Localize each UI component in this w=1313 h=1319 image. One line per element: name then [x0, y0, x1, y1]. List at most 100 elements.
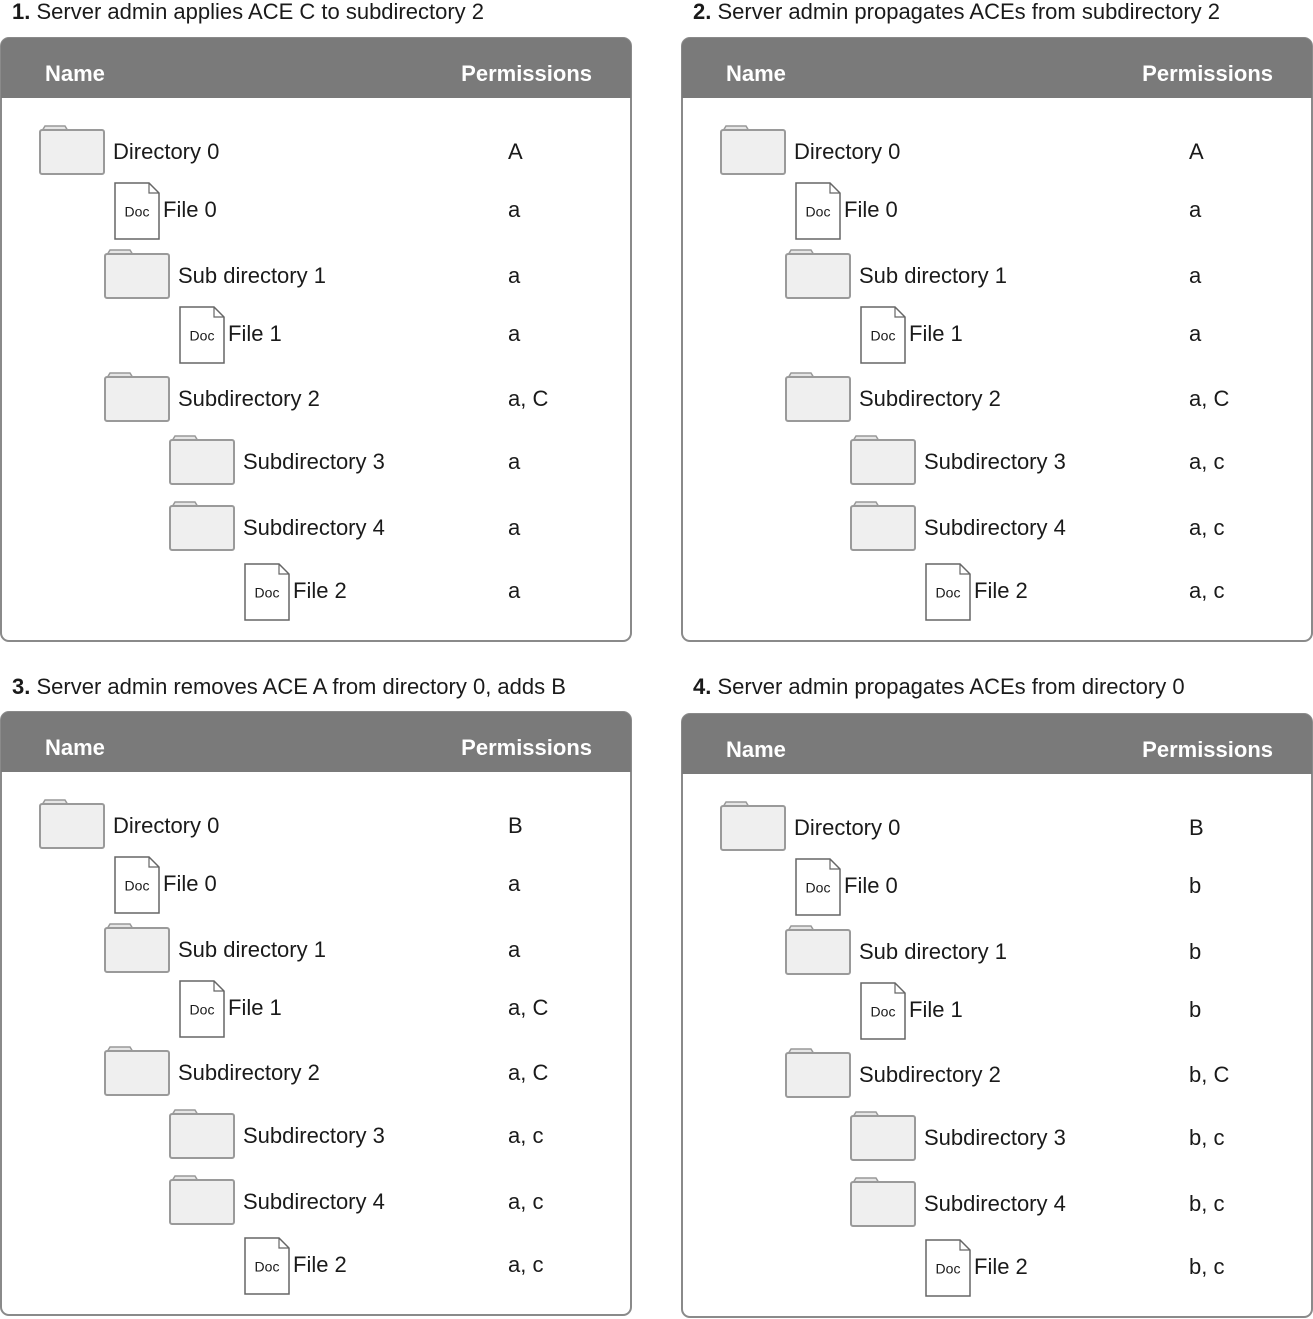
document-icon: Doc [795, 182, 841, 240]
item-name: File 0 [163, 871, 217, 896]
document-fold [959, 564, 970, 575]
folder-icon [169, 435, 235, 485]
panel-title-text: Server admin applies ACE C to subdirecto… [30, 0, 484, 24]
item-name: File 2 [974, 1254, 1028, 1279]
item-name: File 0 [163, 197, 217, 222]
folder-body [850, 439, 916, 485]
document-page [795, 858, 841, 916]
item-name: Subdirectory 4 [924, 515, 1066, 540]
panel-title: 1. Server admin applies ACE C to subdire… [12, 0, 484, 24]
folder-icon [785, 1048, 851, 1098]
item-permissions: a [508, 449, 521, 474]
folder-icon [169, 501, 235, 551]
item-name: Subdirectory 2 [178, 386, 320, 411]
folder-body [850, 1181, 916, 1227]
folder-body [850, 505, 916, 551]
document-page [795, 182, 841, 240]
item-permissions: a [508, 578, 521, 603]
panel-header-bar [1, 712, 631, 772]
folder-body [169, 1179, 235, 1225]
document-page [179, 306, 225, 364]
document-icon: Doc [244, 1237, 290, 1295]
item-name: Directory 0 [794, 815, 900, 840]
folder-icon [850, 501, 916, 551]
panel-number: 1. [12, 0, 30, 24]
panel-title: 2. Server admin propagates ACEs from sub… [693, 0, 1220, 24]
document-page [244, 1237, 290, 1295]
folder-icon [850, 1111, 916, 1161]
document-page [860, 306, 906, 364]
folder-body [169, 505, 235, 551]
document-icon-label: Doc [255, 1259, 280, 1275]
document-icon-label: Doc [806, 880, 831, 896]
folder-body [104, 927, 170, 973]
document-fold [213, 307, 224, 318]
folder-icon [104, 249, 170, 299]
document-fold [213, 981, 224, 992]
item-permissions: a, c [508, 1123, 543, 1148]
document-icon: Doc [114, 856, 160, 914]
item-name: File 1 [909, 997, 963, 1022]
item-permissions: b [1189, 997, 1201, 1022]
document-fold [148, 857, 159, 868]
panel-title: 4. Server admin propagates ACEs from dir… [693, 674, 1185, 699]
folder-body [104, 376, 170, 422]
item-permissions: a, C [508, 386, 548, 411]
folder-body [785, 376, 851, 422]
item-permissions: a, c [1189, 449, 1224, 474]
folder-icon [785, 372, 851, 422]
folder-icon [39, 125, 105, 175]
item-permissions: b, c [1189, 1191, 1224, 1216]
item-permissions: a, C [508, 995, 548, 1020]
panel-header-bar [1, 38, 631, 98]
item-name: File 2 [974, 578, 1028, 603]
item-permissions: b, c [1189, 1125, 1224, 1150]
item-permissions: a [1189, 321, 1202, 346]
folder-body [104, 253, 170, 299]
column-header-name: Name [726, 737, 786, 762]
document-icon: Doc [244, 563, 290, 621]
item-permissions: a [508, 197, 521, 222]
folder-body [169, 439, 235, 485]
document-icon: Doc [860, 306, 906, 364]
column-header-permissions: Permissions [1142, 737, 1273, 762]
item-name: Directory 0 [113, 813, 219, 838]
item-name: Subdirectory 3 [243, 1123, 385, 1148]
folder-body [169, 1113, 235, 1159]
item-name: Subdirectory 4 [243, 1189, 385, 1214]
document-page [244, 563, 290, 621]
item-permissions: B [508, 813, 523, 838]
item-permissions: B [1189, 815, 1204, 840]
folder-body [785, 253, 851, 299]
column-header-permissions: Permissions [461, 735, 592, 760]
column-header-name: Name [45, 61, 105, 86]
document-fold [894, 983, 905, 994]
document-icon: Doc [179, 980, 225, 1038]
item-permissions: a [1189, 197, 1202, 222]
item-permissions: b [1189, 873, 1201, 898]
column-header-name: Name [45, 735, 105, 760]
document-fold [278, 564, 289, 575]
folder-icon [720, 125, 786, 175]
item-name: Sub directory 1 [859, 939, 1007, 964]
document-icon-label: Doc [871, 328, 896, 344]
panel-number: 4. [693, 674, 711, 699]
item-permissions: a [508, 321, 521, 346]
folder-body [785, 929, 851, 975]
item-permissions: b, C [1189, 1062, 1229, 1087]
document-fold [278, 1238, 289, 1249]
item-name: Subdirectory 4 [243, 515, 385, 540]
item-name: Sub directory 1 [859, 263, 1007, 288]
document-page [860, 982, 906, 1040]
folder-icon [104, 1046, 170, 1096]
document-icon-label: Doc [190, 328, 215, 344]
column-header-name: Name [726, 61, 786, 86]
item-name: File 0 [844, 873, 898, 898]
item-permissions: b, c [1189, 1254, 1224, 1279]
panel-number: 3. [12, 674, 30, 699]
document-page [925, 1239, 971, 1297]
item-permissions: a, C [508, 1060, 548, 1085]
folder-icon [785, 925, 851, 975]
panel-title-text: Server admin removes ACE A from director… [30, 674, 566, 699]
